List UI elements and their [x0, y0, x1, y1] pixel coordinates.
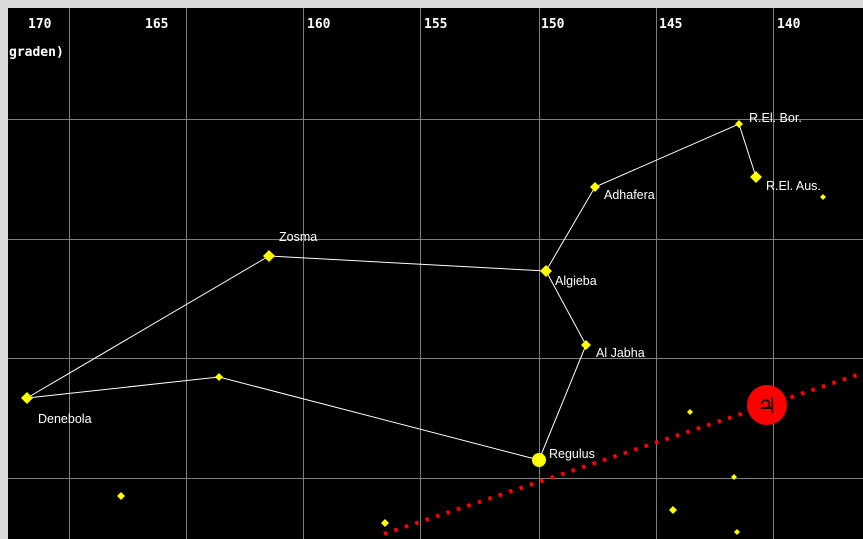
star-label-denebola: Denebola	[38, 412, 92, 426]
constellation-line-lower	[26, 270, 587, 461]
constellation-line-upper	[26, 123, 757, 399]
axis-tick-label: 140	[777, 17, 801, 32]
stars	[21, 120, 826, 535]
star-minor	[731, 474, 737, 480]
planet-disc	[747, 385, 787, 425]
star-algieba[interactable]	[540, 265, 552, 277]
ecliptic-line	[383, 371, 863, 536]
star-label-algieba: Algieba	[555, 274, 597, 288]
star-label-adhafera: Adhafera	[604, 188, 655, 202]
axis-tick-label: 160	[307, 17, 331, 32]
star-minor	[734, 529, 740, 535]
grid-lines	[8, 8, 863, 539]
star-regulus[interactable]	[532, 453, 546, 467]
star-label-regulus: Regulus	[549, 447, 595, 461]
axis-tick-label: 150	[541, 17, 565, 32]
star-minor	[117, 492, 125, 500]
constellation-lines	[26, 123, 757, 461]
star-minor	[687, 409, 693, 415]
star-rel-aus[interactable]	[750, 171, 762, 183]
star-al-jabha[interactable]	[581, 340, 591, 350]
star-map-canvas[interactable]: 170 165 160 155 150 145 140 graden)	[8, 8, 863, 539]
star-minor	[669, 506, 677, 514]
star-denebola[interactable]	[21, 392, 33, 404]
axis-ticks: 170 165 160 155 150 145 140 graden)	[9, 17, 801, 60]
star-label-al-jabha: Al Jabha	[596, 346, 645, 360]
star-adhafera[interactable]	[590, 182, 600, 192]
window-frame-top	[0, 0, 863, 8]
axis-tick-label: 165	[145, 17, 168, 32]
jupiter-icon: ♃	[757, 394, 777, 419]
star-minor	[820, 194, 826, 200]
axis-unit-label: graden)	[9, 45, 64, 60]
planet-jupiter[interactable]: ♃	[747, 385, 787, 425]
star-map-svg: 170 165 160 155 150 145 140 graden)	[8, 8, 863, 539]
star-labels: Denebola Zosma Algieba Adhafera R.El. Bo…	[38, 111, 821, 461]
star-label-zosma: Zosma	[279, 230, 317, 244]
axis-tick-label: 155	[424, 17, 447, 32]
axis-tick-label: 170	[28, 17, 52, 32]
star-rasalas[interactable]	[735, 120, 743, 128]
star-chertan[interactable]	[215, 373, 223, 381]
star-label-rel-aus: R.El. Aus.	[766, 179, 821, 193]
star-zosma[interactable]	[263, 250, 275, 262]
axis-tick-label: 145	[659, 17, 682, 32]
window-frame-left	[0, 0, 8, 539]
star-minor	[381, 519, 389, 527]
star-label-rasalas: R.El. Bor.	[749, 111, 802, 125]
